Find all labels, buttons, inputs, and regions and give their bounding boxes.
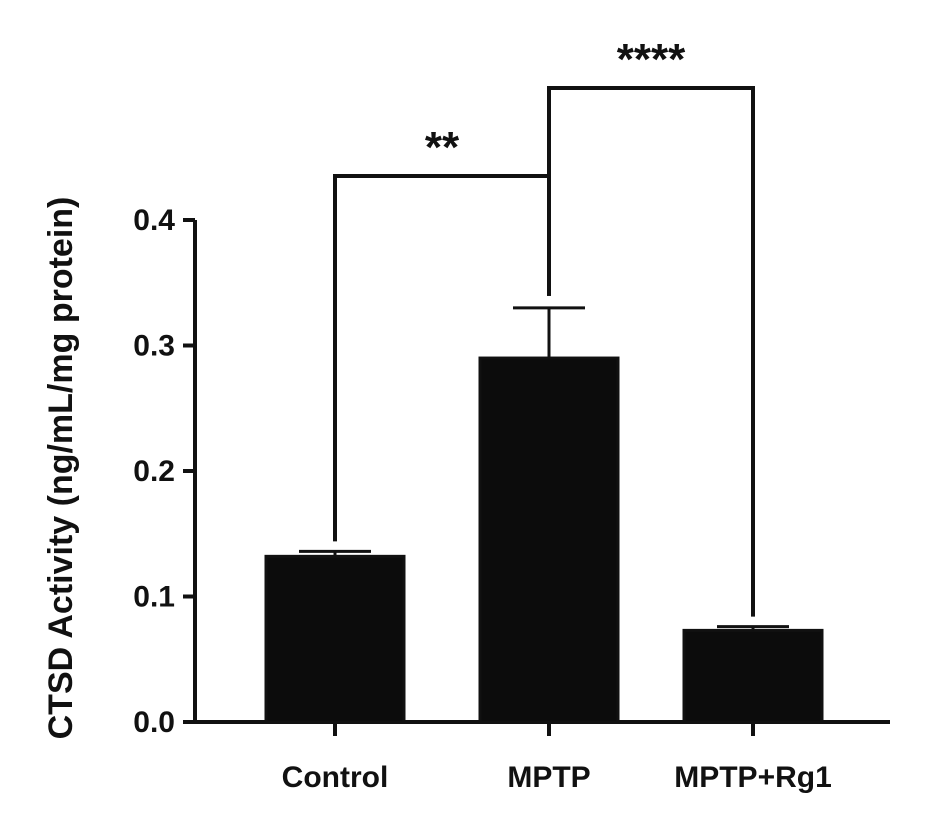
y-tick-label: 0.3: [133, 330, 175, 363]
y-axis-ticks: 0.0 0.1 0.2 0.3 0.4: [133, 204, 195, 739]
y-tick-label: 0.2: [133, 455, 175, 488]
significance-label: ****: [617, 35, 686, 84]
bar: [684, 630, 822, 722]
y-axis-title: CTSD Activity (ng/mL/mg protein): [42, 197, 80, 740]
x-tick-label: MPTP: [507, 761, 590, 794]
x-axis-labels: Control MPTP MPTP+Rg1: [282, 761, 832, 794]
bar: [266, 556, 404, 722]
bar: [480, 358, 618, 722]
y-tick-label: 0.0: [133, 706, 175, 739]
bars: [266, 308, 822, 736]
y-tick-label: 0.4: [133, 204, 175, 237]
significance-label: **: [425, 123, 460, 172]
y-tick-label: 0.1: [133, 581, 175, 614]
x-tick-label: MPTP+Rg1: [674, 761, 832, 794]
x-tick-label: Control: [282, 761, 389, 794]
